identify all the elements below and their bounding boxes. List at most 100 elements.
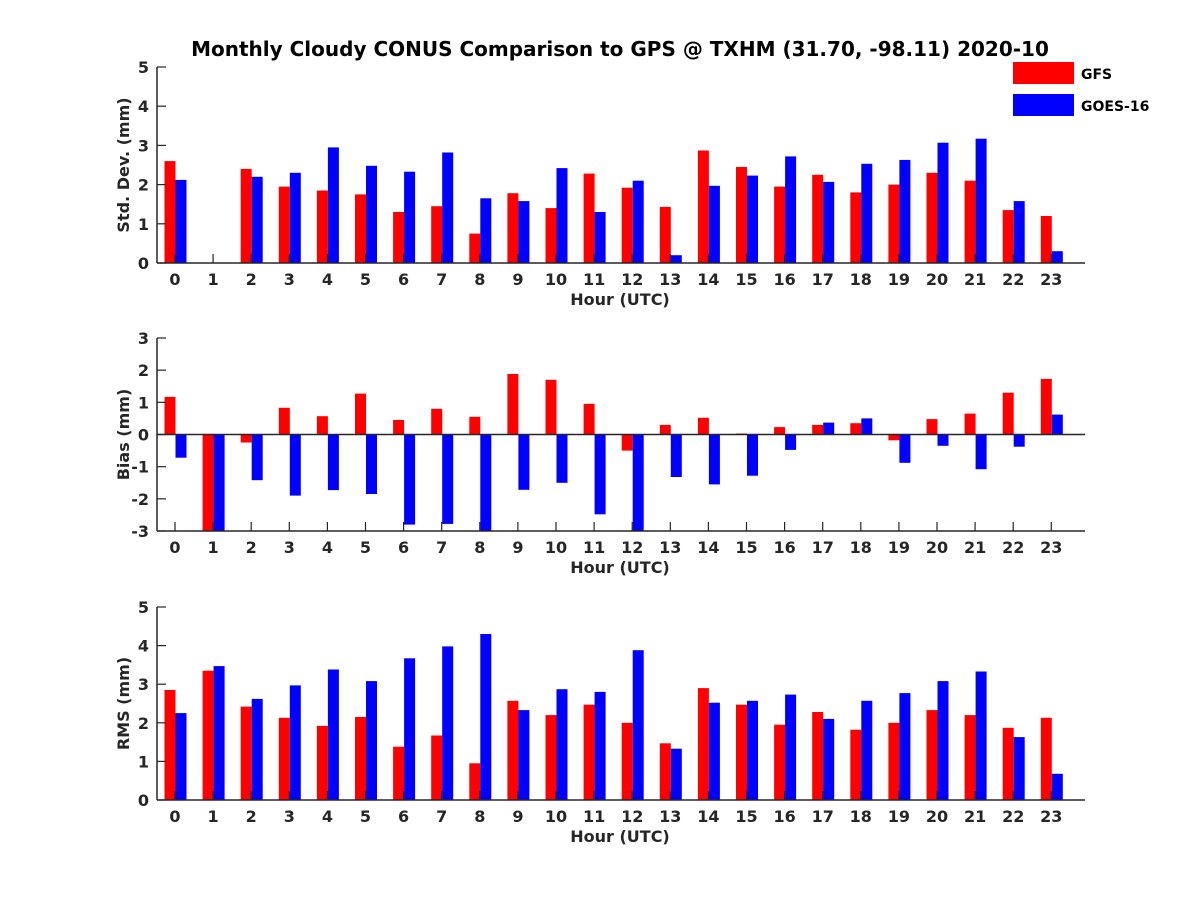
bar-gfs-hour-10 — [545, 208, 557, 263]
bar-goes16-hour-8 — [480, 198, 492, 263]
bar-goes16-hour-16 — [785, 694, 797, 800]
bar-gfs-hour-2 — [240, 168, 252, 263]
x-tick-label: 0 — [169, 270, 180, 289]
bar-goes16-hour-9 — [518, 434, 530, 490]
bar-goes16-hour-7 — [442, 646, 454, 800]
bar-gfs-hour-2 — [240, 706, 252, 800]
y-tick-label: 3 — [138, 675, 149, 694]
bar-gfs-hour-11 — [583, 173, 595, 263]
chart-title: Monthly Cloudy CONUS Comparison to GPS @… — [191, 37, 1049, 61]
bar-gfs-hour-16 — [774, 724, 786, 800]
bar-gfs-hour-12 — [621, 434, 633, 451]
bar-gfs-hour-20 — [926, 710, 938, 800]
bar-gfs-hour-1 — [202, 670, 214, 800]
bar-goes16-hour-21 — [975, 138, 987, 263]
bar-gfs-hour-23 — [1040, 717, 1052, 800]
x-tick-label: 23 — [1040, 807, 1062, 826]
x-tick-label: 14 — [697, 538, 719, 557]
bar-gfs-hour-19 — [888, 722, 900, 800]
x-tick-label: 2 — [246, 270, 257, 289]
x-tick-label: 15 — [735, 538, 757, 557]
bar-goes16-hour-4 — [327, 434, 339, 491]
legend-swatch-goes16 — [1013, 94, 1074, 116]
legend-swatch-gfs — [1013, 62, 1074, 84]
bar-goes16-hour-10 — [556, 434, 568, 483]
bar-gfs-hour-4 — [316, 725, 328, 800]
bar-goes16-hour-23 — [1051, 251, 1063, 263]
legend: GFS GOES-16 — [1013, 62, 1149, 116]
x-tick-label: 21 — [964, 538, 986, 557]
bar-goes16-hour-5 — [366, 165, 377, 263]
bar-gfs-hour-8 — [469, 763, 481, 800]
bar-goes16-hour-6 — [404, 434, 416, 525]
x-tick-label: 4 — [322, 807, 333, 826]
x-tick-label: 16 — [773, 270, 795, 289]
bar-goes16-hour-0 — [175, 179, 187, 263]
bar-gfs-hour-11 — [583, 403, 595, 435]
y-tick-label: -2 — [131, 490, 149, 509]
x-tick-label: 23 — [1040, 538, 1062, 557]
x-tick-label: 13 — [659, 270, 681, 289]
x-tick-label: 11 — [583, 270, 605, 289]
y-tick-label: 0 — [138, 791, 149, 810]
bar-goes16-hour-17 — [823, 181, 835, 263]
bar-gfs-hour-0 — [164, 396, 176, 435]
x-tick-label: 11 — [583, 807, 605, 826]
bar-goes16-hour-20 — [937, 681, 949, 800]
bar-goes16-hour-13 — [670, 434, 682, 477]
bar-gfs-hour-9 — [507, 193, 519, 263]
bar-gfs-hour-23 — [1040, 378, 1052, 435]
bar-goes16-hour-14 — [708, 434, 720, 485]
bar-goes16-hour-15 — [747, 175, 758, 263]
bar-goes16-hour-22 — [1013, 737, 1025, 800]
bar-gfs-hour-9 — [507, 374, 519, 435]
x-tick-label: 4 — [322, 538, 333, 557]
bar-gfs-hour-14 — [697, 150, 709, 263]
y-tick-label: 0 — [138, 254, 149, 273]
x-tick-label: 23 — [1040, 270, 1062, 289]
x-tick-label: 9 — [512, 538, 523, 557]
bar-gfs-hour-22 — [1002, 727, 1014, 800]
bar-goes16-hour-1 — [213, 666, 225, 800]
x-tick-label: 19 — [888, 538, 910, 557]
bar-gfs-hour-19 — [888, 184, 900, 263]
x-tick-label: 3 — [284, 807, 295, 826]
bar-goes16-hour-18 — [861, 163, 873, 263]
bar-goes16-hour-9 — [518, 710, 530, 800]
x-tick-label: 8 — [474, 538, 485, 557]
bar-goes16-hour-14 — [708, 185, 720, 263]
bar-gfs-hour-6 — [393, 212, 405, 263]
bar-gfs-hour-5 — [355, 393, 366, 435]
y-tick-label: 2 — [138, 176, 149, 195]
bar-gfs-hour-14 — [697, 688, 709, 800]
bar-gfs-hour-11 — [583, 704, 595, 800]
bar-goes16-hour-19 — [899, 693, 911, 800]
x-axis-label: Hour (UTC) — [570, 827, 670, 846]
x-tick-label: 3 — [284, 538, 295, 557]
x-tick-label: 18 — [850, 270, 872, 289]
x-tick-label: 12 — [621, 538, 643, 557]
y-axis-label: Std. Dev. (mm) — [114, 97, 133, 232]
bar-gfs-hour-15 — [736, 704, 747, 800]
bar-gfs-hour-16 — [774, 186, 786, 263]
bar-goes16-hour-21 — [975, 434, 987, 470]
bar-goes16-hour-18 — [861, 700, 873, 800]
x-tick-label: 16 — [773, 538, 795, 557]
bar-gfs-hour-12 — [621, 187, 633, 263]
x-tick-label: 7 — [436, 807, 447, 826]
x-tick-label: 9 — [512, 270, 523, 289]
bar-gfs-hour-3 — [278, 407, 290, 435]
bar-gfs-hour-8 — [469, 233, 481, 263]
bar-gfs-hour-10 — [545, 715, 557, 800]
bar-gfs-hour-17 — [812, 424, 824, 435]
bar-gfs-hour-4 — [316, 416, 328, 435]
x-tick-label: 9 — [512, 807, 523, 826]
bar-gfs-hour-13 — [659, 206, 671, 263]
y-tick-label: 5 — [138, 598, 149, 617]
y-tick-label: 3 — [138, 136, 149, 155]
x-tick-label: 22 — [1002, 538, 1024, 557]
x-tick-label: 16 — [773, 807, 795, 826]
